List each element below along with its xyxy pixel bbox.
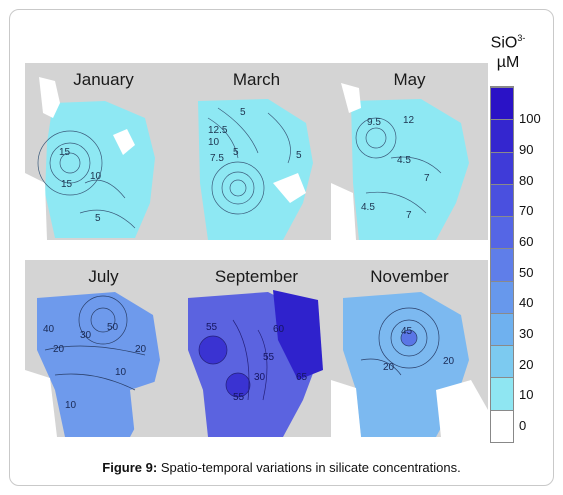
high-zone <box>273 290 323 380</box>
contour-label: 5 <box>240 107 246 118</box>
contour-label: 12 <box>403 115 415 126</box>
map-panel-september: 55 60 55 30 55 65 September <box>178 260 335 437</box>
color-bar-segment <box>491 151 513 184</box>
color-bar-segment <box>491 248 513 281</box>
map-may: 9.5 12 4.5 7 4.5 7 <box>331 83 469 240</box>
color-bar-segment <box>491 409 513 442</box>
legend-title-line1: SiO <box>490 34 518 52</box>
contour-label: 10 <box>115 367 127 378</box>
island <box>273 173 306 203</box>
contour-label: 10 <box>90 171 102 182</box>
contour-label: 15 <box>59 147 71 158</box>
month-title: January <box>73 70 134 89</box>
sea-area <box>198 99 313 240</box>
month-title: May <box>393 70 426 89</box>
color-bar-segment <box>491 312 513 346</box>
map-january: 15 15 10 5 <box>25 77 155 240</box>
color-bar-tick: 90 <box>519 141 534 157</box>
contour-label: 15 <box>61 179 73 190</box>
legend-title: SiO3- µM <box>478 28 538 73</box>
color-bar-segment <box>491 87 513 120</box>
month-title: March <box>232 70 281 89</box>
contour-label: 30 <box>80 330 92 341</box>
island <box>113 129 135 155</box>
color-bar-tick: 80 <box>519 172 534 188</box>
contour-label: 5 <box>296 150 302 161</box>
color-bar-segment <box>491 345 513 378</box>
caption-label: Figure 9: <box>102 460 158 475</box>
map-march: 12.5 10 7.5 5 5 5 <box>198 99 313 240</box>
sea-area <box>351 99 469 240</box>
land <box>130 380 182 437</box>
contour-label: 55 <box>233 392 245 403</box>
contour-label: 60 <box>273 324 285 335</box>
contour-label: 7.5 <box>210 153 224 164</box>
map-panel-march: 12.5 10 7.5 5 5 5 March <box>178 63 335 240</box>
map-panel-july: 40 30 50 20 20 10 10 July <box>25 260 182 437</box>
month-title: November <box>370 267 449 286</box>
map-november: 45 20 20 <box>331 292 488 437</box>
color-bar-tick: 0 <box>519 417 527 433</box>
map-panel-may: 9.5 12 4.5 7 4.5 7 May <box>331 63 488 240</box>
color-bar-segment <box>491 280 513 313</box>
contour-label: 20 <box>383 362 395 373</box>
contour-label: 50 <box>107 322 119 333</box>
caption-text: Spatio-temporal variations in silicate c… <box>160 460 461 475</box>
coast-left <box>331 380 361 437</box>
contour-label: 10 <box>208 137 220 148</box>
color-bar-tick: 100 <box>519 111 541 127</box>
legend-title-sup: 3- <box>517 33 526 43</box>
contour-label: 10 <box>65 400 77 411</box>
contour-label: 45 <box>401 326 413 337</box>
contour-label: 4.5 <box>361 202 375 213</box>
coast-left <box>25 173 47 240</box>
contour-label: 7 <box>406 210 412 221</box>
map-panel-november: 45 20 20 November <box>331 260 488 437</box>
color-bar-tick: 60 <box>519 233 534 249</box>
coast-white <box>341 83 361 113</box>
contour-label: 5 <box>95 213 101 224</box>
sea-area <box>37 292 160 437</box>
contour-label: 20 <box>135 344 147 355</box>
color-bar-tick: 30 <box>519 325 534 341</box>
coast-white <box>39 77 60 118</box>
color-bar-tick: 20 <box>519 356 534 372</box>
contour-label: 20 <box>443 356 455 367</box>
coast-right <box>436 380 488 437</box>
month-title: July <box>88 267 119 286</box>
contour-label: 5 <box>233 147 239 158</box>
map-september: 55 60 55 30 55 65 <box>188 290 323 437</box>
coast-left <box>25 370 57 437</box>
color-bar-tick: 10 <box>519 387 534 403</box>
color-bar-segment <box>491 216 513 249</box>
legend-title-line2: µM <box>496 54 520 72</box>
month-title: September <box>214 267 299 286</box>
contour-label: 65 <box>296 372 308 383</box>
coast-left <box>331 183 356 240</box>
contour-label: 30 <box>254 372 266 383</box>
contour-label: 9.5 <box>367 117 381 128</box>
contour-label: 20 <box>53 344 65 355</box>
color-bar-tick: 70 <box>519 203 534 219</box>
color-bar-segment <box>491 377 513 410</box>
color-bar-segment <box>491 183 513 217</box>
color-bar-segment <box>491 119 513 152</box>
color-bar <box>490 86 514 443</box>
figure-caption: Figure 9: Spatio-temporal variations in … <box>0 460 563 475</box>
contour-label: 55 <box>263 352 275 363</box>
color-bar-tick: 40 <box>519 295 534 311</box>
contour-label: 40 <box>43 324 55 335</box>
map-panel-january: 15 15 10 5 January <box>25 63 182 240</box>
contour-label: 4.5 <box>397 155 411 166</box>
contour-label: 12.5 <box>208 125 228 136</box>
contour-label: 55 <box>206 322 218 333</box>
map-july: 40 30 50 20 20 10 10 <box>25 292 182 437</box>
color-bar-tick: 50 <box>519 264 534 280</box>
contour-label: 7 <box>424 173 430 184</box>
